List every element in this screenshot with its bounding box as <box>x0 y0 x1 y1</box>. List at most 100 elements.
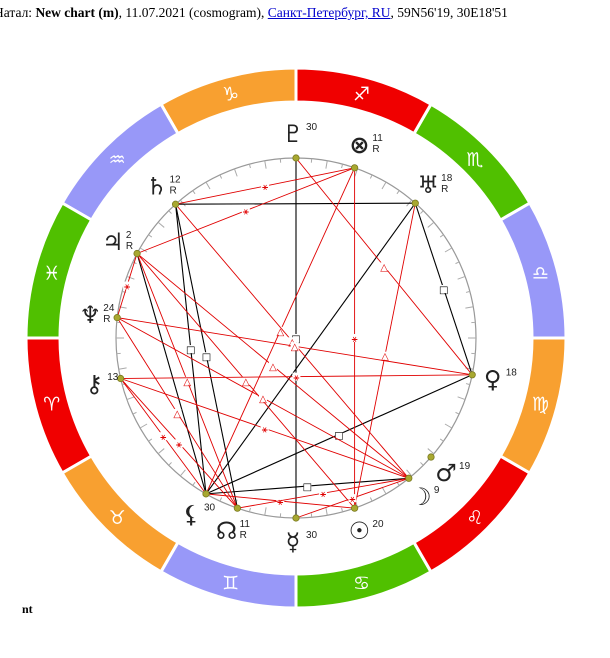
venus-degree: 18 <box>506 368 518 379</box>
uranus-position-dot <box>411 199 419 207</box>
degree-tick <box>465 306 474 309</box>
degree-tick <box>126 396 135 401</box>
header-prefix: Натал: <box>0 5 33 20</box>
degree-tick <box>325 160 328 169</box>
saturn-retrograde-mark: R <box>169 185 176 196</box>
degree-tick <box>192 481 196 486</box>
pluto-position-dot <box>292 154 300 162</box>
degree-tick <box>219 174 223 179</box>
aspect-symbol: △ <box>269 362 277 373</box>
aspect-symbol: ⚹ <box>277 497 283 508</box>
node-icon[interactable]: ☊ <box>216 517 237 545</box>
mars-degree: 19 <box>459 461 471 472</box>
mars-icon[interactable]: ♂ <box>435 459 457 487</box>
sign-capricorn-icon: ♑ <box>222 84 239 106</box>
aspect-marker-bg <box>439 284 448 293</box>
sign-aquarius-icon: ♒ <box>109 149 126 171</box>
aspect-symbol: △ <box>173 409 181 420</box>
aspect-symbol: ⚹ <box>262 424 268 435</box>
degree-tick <box>157 221 165 228</box>
sign-taurus-icon: ♉ <box>109 507 126 529</box>
fortune-icon[interactable]: ⊗ <box>349 131 369 159</box>
degree-tick <box>248 507 251 512</box>
uranus-retrograde-mark: R <box>441 184 448 195</box>
degree-tick <box>444 247 453 253</box>
degree-tick <box>126 275 135 280</box>
mercury-icon[interactable]: ☿ <box>286 528 301 556</box>
degree-tick <box>439 438 444 442</box>
aspect-symbol: ⚹ <box>176 439 182 450</box>
aspect-marker-bg <box>268 361 277 370</box>
degree-tick <box>179 469 186 477</box>
aspect-marker-bg <box>319 489 328 498</box>
aspect-marker-bg <box>123 281 132 290</box>
jupiter-degree: 2 <box>126 230 132 241</box>
degree-tick <box>381 486 387 495</box>
degree-tick <box>148 234 153 238</box>
uranus-degree: 18 <box>441 173 453 184</box>
venus-icon[interactable]: ♀ <box>484 366 502 394</box>
sign-cancer-icon: ♋ <box>353 572 370 594</box>
aspect-symbol: □ <box>303 482 312 493</box>
sun-position-dot <box>351 504 359 512</box>
moon-icon[interactable]: ☽ <box>410 483 432 511</box>
sun-icon[interactable]: ☉ <box>349 517 371 545</box>
degree-tick <box>465 383 470 386</box>
planet-layer: ☉ 20☽ 9☿ 30♀ 18♂ 19♃ 2R♄ 12R ♅ 18R♆ 24R♇ 30☊ 11R⚷ 13⚸… <box>80 120 518 556</box>
degree-tick <box>420 462 424 466</box>
degree-tick <box>381 181 387 190</box>
lilith-icon[interactable]: ⚸ <box>182 501 200 529</box>
aspect-symbol: ⚹ <box>160 432 166 443</box>
degree-tick <box>369 174 373 179</box>
aspect-marker-bg <box>159 432 168 441</box>
degree-tick <box>139 423 148 429</box>
chiron-degree: 13 <box>107 372 119 383</box>
degree-tick <box>341 507 344 512</box>
aspect-symbol: ⚹ <box>243 207 249 218</box>
degree-tick <box>157 448 165 455</box>
aspect-lines: □□□□□□⚹⚹⚹△△⚹△△△△△△△⚹⚹⚹⚹△⚹⚹⚹ <box>116 157 473 519</box>
jupiter-icon[interactable]: ♃ <box>102 228 124 256</box>
aspect-symbol: □ <box>439 285 448 296</box>
saturn-icon[interactable]: ♄ <box>146 172 168 200</box>
aspect-symbol: ⚹ <box>124 282 130 293</box>
aspect-marker-bg <box>303 482 312 491</box>
node-position-dot <box>233 504 241 512</box>
degree-tick <box>420 210 424 214</box>
city-link[interactable]: Санкт-Петербург, RU <box>267 5 391 20</box>
moon-position-dot <box>405 474 413 482</box>
saturn-degree: 12 <box>169 174 181 185</box>
jupiter-retrograde-mark: R <box>126 241 133 252</box>
degree-tick <box>444 423 453 429</box>
degree-tick <box>168 462 172 466</box>
degree-tick <box>369 497 373 502</box>
sign-aries-icon: ♈ <box>43 393 60 415</box>
fortune-position-dot <box>351 164 359 172</box>
degree-tick <box>457 275 466 280</box>
uranus-icon[interactable]: ♅ <box>417 171 439 199</box>
aspect-marker-bg <box>288 337 297 346</box>
saturn-position-dot <box>171 200 180 208</box>
degree-tick <box>168 210 172 214</box>
sign-segment-pisces <box>24 200 94 340</box>
sign-scorpio-icon: ♏ <box>466 149 483 171</box>
aspect-marker-bg <box>173 408 182 417</box>
neptune-degree: 24 <box>103 303 115 314</box>
venus-position-dot <box>468 371 476 379</box>
chart-date: , 11.07.2021 (cosmogram), <box>118 5 268 20</box>
sign-libra-icon: ♎ <box>532 263 549 285</box>
degree-tick <box>205 181 211 190</box>
aspect-symbol: □ <box>334 430 343 441</box>
aspect-marker-bg <box>183 376 192 385</box>
aspect-symbol: ⚹ <box>349 494 355 505</box>
degree-tick <box>427 448 435 455</box>
neptune-icon[interactable]: ♆ <box>80 301 102 329</box>
lilith-degree: 30 <box>204 503 216 514</box>
aspect-marker-bg <box>175 439 184 448</box>
pluto-icon[interactable]: ♇ <box>282 120 304 148</box>
degree-tick <box>118 367 127 370</box>
moon-degree: 9 <box>434 485 440 496</box>
degree-tick <box>439 234 444 238</box>
chiron-icon[interactable]: ⚷ <box>85 370 103 398</box>
aspect-marker-bg <box>290 342 299 351</box>
